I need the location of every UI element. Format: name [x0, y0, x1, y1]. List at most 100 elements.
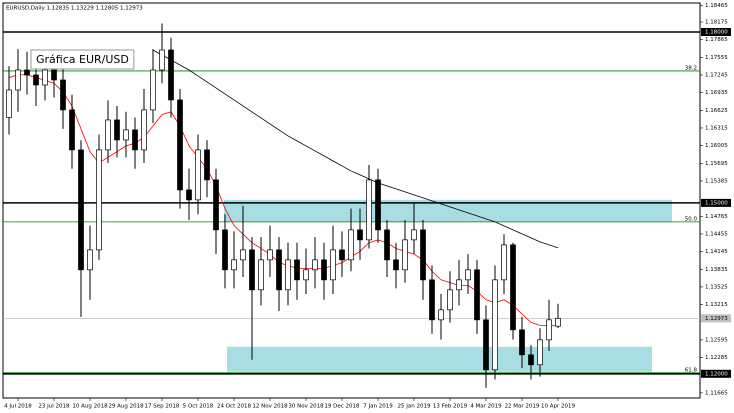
- candle-body: [447, 289, 453, 311]
- x-tick-label: 4 Mar 2019: [470, 404, 502, 410]
- y-tick-label: 1.11665: [705, 390, 728, 396]
- x-tick-label: 10 Aug 2018: [72, 404, 108, 410]
- x-tick-label: 13 Feb 2019: [433, 404, 468, 410]
- candle-body: [339, 249, 345, 261]
- candle-body: [276, 249, 282, 291]
- x-tick-label: 25 Jan 2019: [398, 404, 431, 410]
- x-tick-label: 19 Dec 2018: [324, 404, 360, 410]
- candle-body: [78, 149, 84, 271]
- y-tick-label: 1.16315: [705, 125, 728, 131]
- candle-body: [6, 89, 12, 118]
- candle-body: [240, 249, 246, 261]
- y-tick-label: 1.18465: [705, 3, 728, 9]
- candle-body: [231, 259, 237, 271]
- candle-body: [249, 249, 255, 291]
- candle-body: [483, 319, 489, 371]
- y-tick-label: 1.12285: [705, 355, 728, 361]
- candle-body: [438, 309, 444, 321]
- candle-body: [474, 269, 480, 321]
- candle-body: [321, 259, 327, 281]
- y-tick-label: 1.12595: [705, 337, 728, 343]
- candle-body: [429, 279, 435, 321]
- y-tick-label: 1.16935: [705, 90, 728, 96]
- y-tick-label: 1.16005: [705, 143, 728, 149]
- zone: [224, 199, 672, 222]
- level-tag: [701, 369, 731, 378]
- candle-body: [204, 149, 210, 181]
- y-tick-label: 1.14145: [705, 249, 728, 255]
- candle-body: [402, 239, 408, 271]
- candle-body: [132, 129, 138, 151]
- candle-body: [141, 109, 147, 151]
- y-tick-label: 1.17245: [705, 72, 728, 78]
- candle-body: [357, 229, 363, 241]
- annotation: Gráfica EUR/USD: [36, 53, 129, 66]
- fib-label: 50.0: [685, 216, 698, 222]
- candle-body: [330, 249, 336, 281]
- y-tick-label: 1.16625: [705, 108, 728, 114]
- x-tick-label: 22 Mar 2019: [505, 404, 540, 410]
- candle-body: [114, 119, 120, 141]
- candle-body: [159, 49, 165, 71]
- x-tick-label: 17 Sep 2018: [145, 404, 180, 410]
- y-tick-label: 1.15385: [705, 178, 728, 184]
- candle-body: [510, 244, 516, 331]
- x-tick-label: 29 Aug 2018: [108, 404, 144, 410]
- candle-body: [69, 109, 75, 151]
- last-price-tag: [701, 314, 731, 323]
- y-tick-label: 1.15695: [705, 161, 728, 167]
- candle-body: [177, 99, 183, 191]
- candle-body: [15, 69, 21, 91]
- candle-body: [267, 249, 273, 261]
- y-tick-label: 1.17555: [705, 55, 728, 61]
- fib-label: 61.8: [685, 367, 698, 373]
- candle-body: [312, 259, 318, 271]
- annotation-box: [30, 49, 135, 70]
- candle-body: [366, 179, 372, 241]
- candle-body: [42, 69, 48, 86]
- x-tick-label: 10 Apr 2019: [541, 404, 576, 410]
- candle-body: [492, 279, 498, 371]
- candle-body: [456, 279, 462, 291]
- y-tick-label: 1.13525: [705, 284, 728, 290]
- candle-body: [24, 69, 30, 76]
- x-tick-label: 5 Oct 2018: [183, 404, 214, 410]
- candle-body: [150, 69, 156, 111]
- candle-body: [168, 49, 174, 101]
- moving-average: [152, 49, 559, 249]
- level-label: 1.12000: [705, 371, 728, 377]
- level-tag: [701, 198, 731, 207]
- candle-body: [60, 79, 66, 111]
- candle-body: [33, 74, 39, 86]
- candle-body: [87, 249, 93, 271]
- y-tick-label: 1.14455: [705, 231, 728, 237]
- candle-body: [519, 329, 525, 356]
- candle-body: [123, 129, 129, 141]
- x-tick-label: 24 Oct 2018: [217, 404, 252, 410]
- level-label: 1.15000: [705, 200, 728, 206]
- candle-body: [303, 269, 309, 281]
- candle-body: [555, 318, 561, 327]
- x-tick-label: 4 Jul 2018: [4, 404, 32, 410]
- level-tag: [701, 27, 731, 36]
- y-tick-label: 1.13835: [705, 267, 728, 273]
- candle-body: [213, 179, 219, 231]
- candle-body: [384, 229, 390, 261]
- candle-body: [105, 119, 111, 151]
- candle-body: [420, 229, 426, 281]
- x-tick-label: 7 Jan 2019: [363, 404, 393, 410]
- candle-body: [465, 269, 471, 281]
- candle-body: [51, 69, 57, 81]
- x-tick-label: 12 Nov 2018: [252, 404, 288, 410]
- zone: [227, 346, 652, 372]
- candle-body: [222, 229, 228, 271]
- candle-body: [546, 319, 552, 341]
- candle-body: [195, 149, 201, 201]
- chart-title: EURUSD,Daily 1.12835 1.13229 1.12805 1.1…: [6, 6, 143, 12]
- candle-body: [411, 229, 417, 241]
- candle-body: [537, 339, 543, 366]
- candle-body: [258, 259, 264, 291]
- y-tick-label: 1.18175: [705, 20, 728, 26]
- x-tick-label: 23 Jul 2018: [38, 404, 70, 410]
